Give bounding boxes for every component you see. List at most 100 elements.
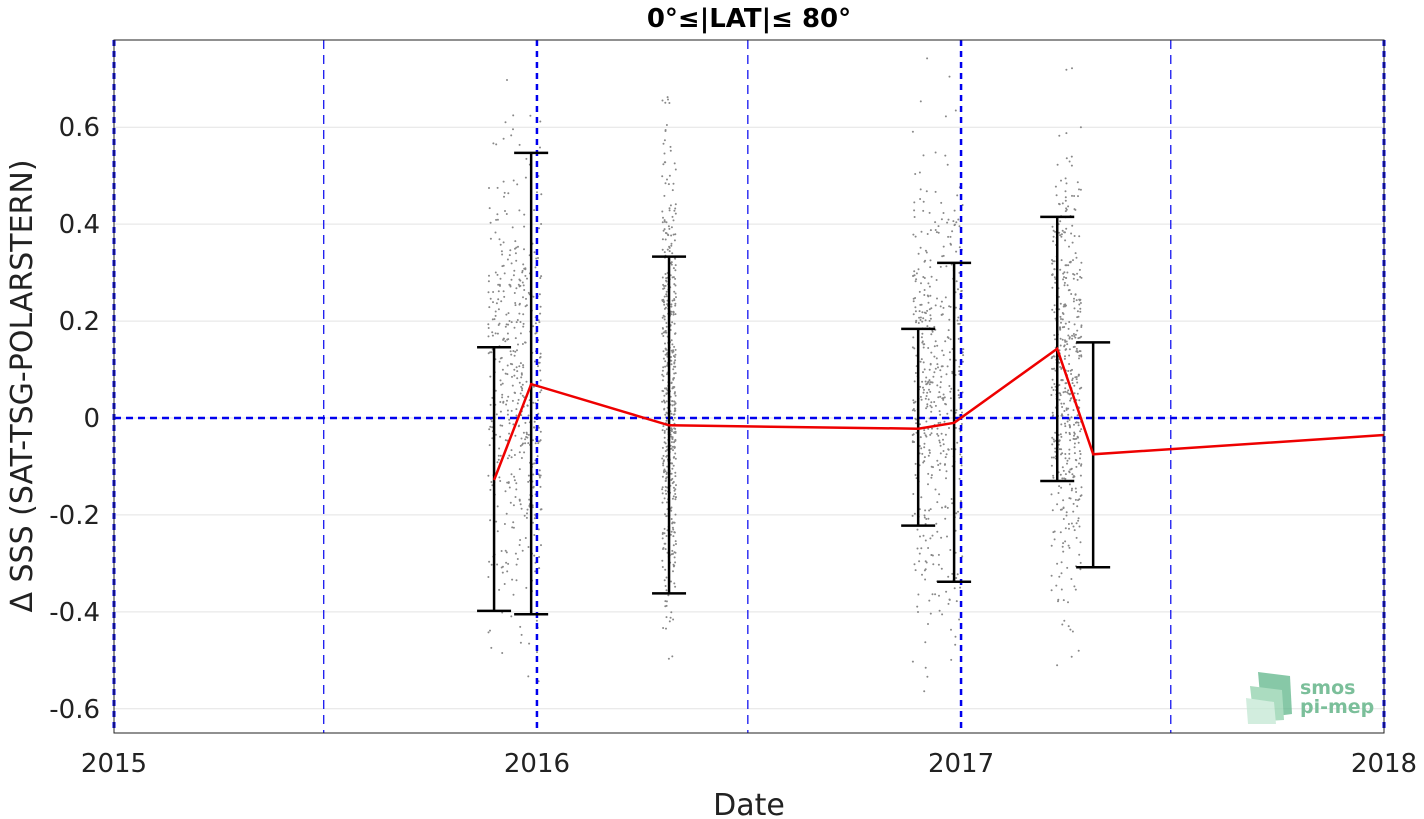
scatter-point bbox=[663, 430, 666, 432]
scatter-point bbox=[673, 372, 676, 375]
scatter-point bbox=[1078, 350, 1081, 353]
scatter-point bbox=[937, 231, 940, 234]
scatter-point bbox=[498, 322, 501, 325]
scatter-point bbox=[1060, 588, 1063, 591]
scatter-point bbox=[1080, 324, 1083, 327]
scatter-point bbox=[670, 441, 673, 444]
scatter-point bbox=[508, 320, 511, 322]
scatter-point bbox=[662, 390, 665, 393]
scatter-point bbox=[925, 376, 928, 379]
scatter-point bbox=[664, 360, 667, 363]
scatter-point bbox=[661, 486, 664, 489]
scatter-point bbox=[911, 434, 914, 436]
scatter-point bbox=[494, 310, 497, 313]
scatter-point bbox=[923, 368, 926, 371]
scatter-point bbox=[673, 556, 676, 559]
scatter-point bbox=[1070, 232, 1073, 235]
scatter-point bbox=[1058, 485, 1061, 488]
scatter-point bbox=[496, 461, 499, 464]
scatter-point bbox=[1053, 311, 1056, 314]
scatter-point bbox=[669, 204, 672, 207]
scatter-point bbox=[663, 527, 666, 530]
scatter-point bbox=[1065, 182, 1068, 185]
scatter-point bbox=[503, 583, 506, 585]
scatter-point bbox=[537, 528, 540, 531]
scatter-point bbox=[512, 526, 515, 529]
scatter-point bbox=[674, 264, 677, 267]
scatter-point bbox=[913, 347, 916, 350]
scatter-point bbox=[942, 443, 945, 446]
scatter-point bbox=[1067, 334, 1070, 337]
scatter-point bbox=[511, 578, 514, 581]
scatter-point bbox=[924, 539, 927, 542]
scatter-point bbox=[497, 308, 500, 311]
smos-pi-mep-logo: smos pi-mep bbox=[1246, 672, 1374, 724]
scatter-point bbox=[1064, 196, 1067, 199]
scatter-point bbox=[512, 521, 515, 524]
scatter-point bbox=[1073, 307, 1076, 310]
scatter-point bbox=[926, 675, 929, 678]
scatter-point bbox=[935, 522, 938, 525]
scatter-point bbox=[537, 399, 539, 402]
scatter-cluster bbox=[487, 79, 543, 683]
scatter-point bbox=[936, 427, 939, 430]
scatter-point bbox=[957, 389, 960, 392]
scatter-point bbox=[661, 327, 664, 329]
scatter-point bbox=[1074, 336, 1077, 339]
scatter-point bbox=[930, 401, 933, 404]
scatter-point bbox=[536, 455, 539, 458]
scatter-point bbox=[663, 532, 666, 535]
scatter-point bbox=[665, 388, 668, 390]
scatter-point bbox=[941, 349, 944, 352]
scatter-point bbox=[668, 250, 671, 253]
scatter-point bbox=[1060, 179, 1062, 182]
scatter-point bbox=[946, 221, 949, 224]
scatter-point bbox=[922, 209, 925, 212]
scatter-point bbox=[533, 554, 536, 557]
scatter-point bbox=[509, 350, 512, 353]
scatter-point bbox=[1077, 373, 1080, 376]
scatter-point bbox=[1077, 195, 1079, 198]
scatter-point bbox=[924, 249, 927, 252]
scatter-point bbox=[1078, 268, 1081, 271]
scatter-point bbox=[1058, 231, 1061, 234]
scatter-point bbox=[519, 279, 522, 282]
scatter-point bbox=[514, 496, 517, 498]
scatter-point bbox=[926, 233, 929, 235]
scatter-point bbox=[516, 183, 519, 186]
scatter-point bbox=[505, 313, 508, 316]
scatter-point bbox=[1065, 408, 1068, 411]
scatter-point bbox=[1068, 471, 1071, 474]
scatter-point bbox=[664, 273, 667, 275]
scatter-point bbox=[534, 442, 537, 445]
scatter-point bbox=[670, 381, 673, 384]
scatter-point bbox=[1059, 220, 1062, 223]
scatter-point bbox=[673, 521, 676, 524]
scatter-point bbox=[527, 414, 530, 417]
scatter-point bbox=[665, 393, 668, 395]
scatter-point bbox=[517, 245, 519, 248]
scatter-point bbox=[1051, 262, 1054, 265]
scatter-point bbox=[672, 618, 675, 621]
scatter-point bbox=[952, 220, 955, 223]
scatter-point bbox=[1062, 599, 1065, 602]
scatter-point bbox=[941, 613, 944, 616]
scatter-point bbox=[670, 518, 673, 520]
scatter-point bbox=[673, 531, 676, 534]
scatter-point bbox=[516, 377, 519, 380]
scatter-point bbox=[927, 347, 930, 349]
scatter-point bbox=[925, 518, 928, 520]
scatter-point bbox=[1057, 598, 1060, 601]
scatter-point bbox=[487, 323, 490, 326]
scatter-point bbox=[504, 340, 507, 343]
scatter-point bbox=[508, 422, 511, 425]
scatter-point bbox=[1066, 284, 1069, 287]
scatter-point bbox=[1052, 355, 1055, 358]
scatter-point bbox=[1059, 394, 1062, 397]
scatter-point bbox=[1071, 368, 1073, 371]
scatter-point bbox=[924, 380, 927, 383]
scatter-point bbox=[929, 314, 932, 317]
scatter-point bbox=[929, 537, 932, 540]
scatter-point bbox=[1078, 354, 1081, 357]
scatter-point bbox=[1063, 231, 1066, 234]
